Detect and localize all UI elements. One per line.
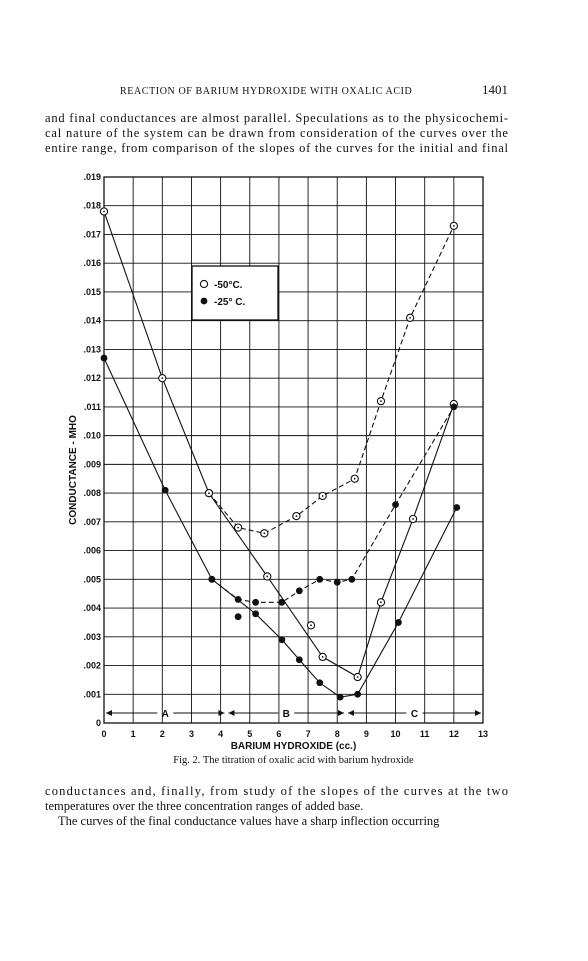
y-tick-label: .017: [83, 229, 101, 239]
data-point: [161, 486, 169, 494]
data-point-dot: [310, 624, 312, 627]
y-tick-label: .016: [83, 258, 101, 268]
x-tick-label: 7: [306, 729, 311, 739]
y-tick-label: .019: [83, 172, 101, 182]
y-tick-label: .009: [83, 459, 101, 469]
y-tick-label: .001: [83, 689, 101, 699]
data-point: [252, 610, 259, 618]
y-tick-label: .010: [83, 431, 101, 441]
y-tick-label: .015: [83, 287, 101, 297]
data-point: [354, 690, 362, 698]
legend-box: [191, 265, 279, 321]
data-point: [453, 504, 461, 511]
text-line: conductances and, finally, from study of…: [45, 784, 508, 798]
data-point: [208, 575, 216, 583]
x-axis-label: BARIUM HYDROXIDE (cc.): [231, 741, 357, 752]
data-point-dot: [353, 477, 356, 480]
data-point: [295, 656, 303, 664]
y-axis-label: CONDUCTANCE - MHO: [68, 415, 79, 525]
text-line: entire range, from comparison of the slo…: [45, 141, 509, 155]
x-tick-label: 13: [478, 729, 488, 739]
data-point-dot: [263, 532, 266, 535]
running-head: REACTION OF BARIUM HYDROXIDE WITH OXALIC…: [120, 86, 412, 97]
x-tick-label: 11: [420, 729, 430, 739]
data-point: [278, 636, 286, 644]
y-tick-label: .004: [83, 603, 101, 613]
data-point: [392, 501, 399, 508]
y-tick-label: .006: [83, 546, 101, 556]
text-line: The curves of the final conductance valu…: [58, 814, 440, 828]
text-line: temperatures over the three concentratio…: [45, 799, 363, 813]
y-tick-label: .012: [83, 373, 101, 383]
y-tick-label: .013: [83, 344, 101, 354]
y-tick-label: .018: [83, 201, 101, 211]
data-point: [278, 598, 286, 606]
region-label: B: [283, 709, 290, 720]
data-point-dot: [412, 518, 414, 520]
data-point: [316, 575, 324, 583]
data-point: [395, 619, 402, 626]
y-tick-label: .007: [83, 517, 101, 527]
data-point-dot: [321, 656, 324, 658]
y-tick-label: 0: [96, 718, 101, 728]
data-point-dot: [409, 316, 412, 319]
legend-label: -25° C.: [214, 297, 245, 308]
x-tick-label: 8: [335, 729, 340, 739]
data-point: [295, 587, 303, 595]
x-tick-label: 0: [101, 729, 106, 739]
data-point: [348, 575, 356, 583]
data-point-dot: [103, 210, 105, 213]
legend-marker: [200, 297, 208, 305]
y-tick-label: .011: [84, 402, 101, 412]
data-point-dot: [295, 515, 298, 517]
data-point: [234, 596, 242, 603]
text-line: and final conductances are almost parall…: [45, 111, 508, 125]
data-point-dot: [321, 495, 324, 497]
x-tick-label: 4: [218, 729, 223, 739]
y-tick-label: .014: [83, 316, 101, 326]
data-point: [336, 693, 344, 701]
data-point-dot: [452, 224, 455, 227]
data-point-dot: [266, 575, 269, 578]
x-tick-label: 6: [276, 729, 281, 739]
x-tick-label: 3: [189, 729, 194, 739]
data-point-dot: [237, 526, 240, 529]
legend-marker: [199, 279, 209, 289]
y-tick-label: .003: [83, 632, 101, 642]
x-tick-label: 1: [131, 729, 136, 739]
data-point-dot: [208, 492, 210, 495]
data-point: [234, 613, 242, 621]
data-point: [252, 598, 259, 606]
plot-frame: [103, 176, 484, 724]
y-tick-label: .008: [83, 488, 101, 498]
data-point-dot: [380, 601, 382, 604]
page-number: 1401: [482, 82, 508, 97]
x-tick-label: 12: [449, 729, 459, 739]
data-point-dot: [161, 377, 164, 380]
data-point-dot: [380, 400, 382, 403]
data-point: [450, 403, 458, 411]
curve: [211, 406, 455, 603]
data-point-dot: [356, 676, 359, 678]
y-tick-label: .005: [83, 574, 101, 584]
x-tick-label: 9: [364, 729, 369, 739]
region-label: C: [411, 709, 418, 720]
x-tick-label: 5: [247, 729, 252, 739]
legend-label: -50°C.: [214, 280, 243, 291]
x-tick-label: 10: [391, 729, 401, 739]
caption: Fig. 2. The titration of oxalic acid wit…: [173, 755, 414, 766]
data-point: [333, 578, 341, 586]
data-point: [316, 679, 324, 687]
text-line: cal nature of the system can be drawn fr…: [45, 126, 508, 140]
x-tick-label: 2: [160, 729, 165, 739]
y-tick-label: .002: [83, 661, 101, 671]
data-point: [100, 354, 108, 362]
region-label: A: [162, 709, 169, 720]
curve: [103, 357, 458, 698]
